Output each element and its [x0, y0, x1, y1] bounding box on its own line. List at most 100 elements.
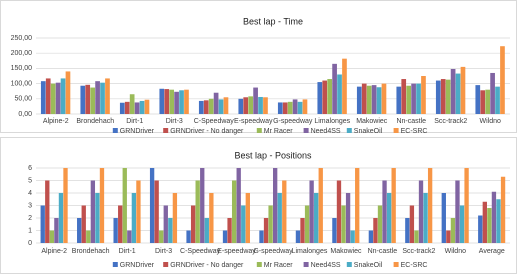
bar [149, 168, 155, 243]
bar [418, 180, 424, 243]
bar [345, 193, 351, 243]
bar [441, 193, 446, 243]
x-tick-label: E-speedway [217, 248, 256, 255]
x-tick-label: G-speedway [253, 248, 293, 255]
bar [332, 218, 337, 243]
bar [159, 230, 164, 243]
bar [455, 180, 460, 243]
bar [405, 218, 410, 243]
bar [134, 102, 140, 114]
x-tick-label: Brondehach [72, 248, 110, 255]
bar [277, 102, 283, 114]
bar [159, 88, 165, 114]
bar [231, 180, 237, 243]
bar [81, 205, 86, 243]
bar [309, 180, 314, 243]
bar [455, 73, 461, 114]
legend-label: Need4SS [311, 262, 341, 269]
bar [179, 90, 184, 114]
bar [263, 218, 269, 243]
x-tick-label: Brondehach [76, 118, 114, 125]
bar [490, 72, 495, 114]
bar [381, 83, 387, 114]
bar [144, 99, 150, 114]
bar [164, 89, 170, 114]
bar [54, 218, 59, 243]
bar [416, 83, 421, 114]
bar [113, 218, 118, 243]
bar [190, 205, 196, 243]
bar [373, 218, 378, 243]
bar [154, 180, 159, 243]
bar [277, 193, 282, 243]
bar [218, 99, 224, 114]
legend-label: Need4SS [311, 128, 341, 135]
legend-label: GRNDriver [120, 128, 155, 135]
bar [136, 180, 141, 243]
x-tick-label: C-Speedway [194, 118, 235, 125]
bar [459, 205, 465, 243]
bar [55, 82, 61, 114]
bar [371, 85, 377, 114]
bar [435, 80, 441, 114]
legend-swatch [346, 128, 352, 133]
bar [174, 91, 179, 114]
legend-swatch [393, 128, 399, 133]
x-tick-label: Average [479, 248, 505, 255]
bar [172, 193, 178, 243]
bar [124, 101, 130, 114]
legend-label: EC-SRC [401, 128, 428, 135]
x-tick-label: Makowiec [330, 248, 362, 255]
bar [129, 94, 135, 114]
bar [450, 69, 456, 114]
y-tick-label: 50,00 [14, 96, 32, 103]
bar [391, 168, 396, 243]
bar [85, 84, 91, 114]
bar [245, 193, 250, 243]
bar [322, 80, 328, 114]
y-tick-label: 0,00 [18, 111, 32, 118]
bar [464, 168, 469, 243]
bar [236, 168, 241, 243]
bar [282, 102, 288, 114]
bar [377, 205, 383, 243]
bar [302, 99, 308, 114]
bar [421, 76, 426, 114]
bar [90, 87, 96, 114]
bar [241, 205, 246, 243]
x-tick-label: Nn-castle [396, 118, 426, 125]
legend-swatch [112, 128, 118, 133]
bar [450, 218, 456, 243]
bar [406, 85, 412, 114]
x-tick-label: E-speedway [234, 118, 273, 125]
bar [63, 168, 68, 243]
bar [318, 168, 323, 243]
bar [482, 201, 487, 243]
bar [376, 87, 382, 114]
legend-label: Mr Racer [264, 262, 293, 269]
bar [60, 78, 66, 114]
bar [209, 193, 214, 243]
bar [184, 89, 189, 114]
legend-swatch [346, 262, 352, 267]
bar [90, 180, 96, 243]
bar [300, 218, 305, 243]
legend-swatch [303, 262, 309, 267]
bar [169, 89, 175, 114]
bar [491, 191, 497, 243]
bar [118, 205, 123, 243]
x-tick-label: Wildno [480, 118, 502, 125]
legend-swatch [163, 128, 169, 133]
x-tick-label: Dirt-3 [155, 248, 172, 255]
bar [341, 205, 346, 243]
bar [238, 98, 244, 114]
bar [80, 85, 86, 114]
chart-title: Best lap - Positions [234, 150, 312, 160]
bar [213, 92, 219, 114]
bar [95, 81, 100, 114]
bar [332, 63, 337, 114]
bar [297, 101, 303, 114]
bar [475, 85, 481, 114]
bar [480, 90, 486, 114]
bar [222, 230, 228, 243]
